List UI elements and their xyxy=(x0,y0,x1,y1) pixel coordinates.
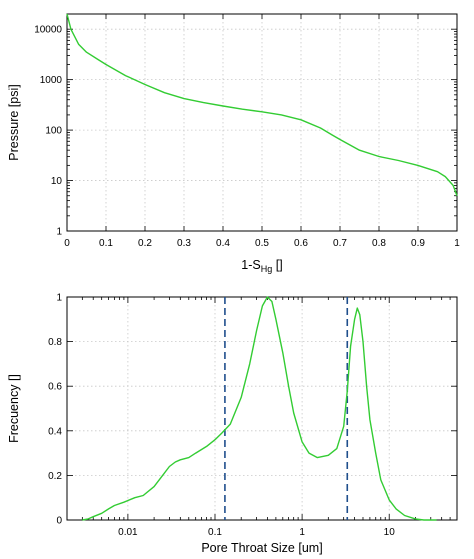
x-tick-label: 0.1 xyxy=(99,238,113,249)
pressure-chart: 0 0.1 0.2 0.3 0.4 0.5 0.6 0.7 0.8 0.9 1 1 10 100 1000 1… xyxy=(7,13,460,274)
frequency-curve xyxy=(82,296,437,521)
y-tick-label: 0.8 xyxy=(48,337,62,348)
y-tick-label: 0.2 xyxy=(48,471,62,482)
x-tick-label: 0.8 xyxy=(372,238,386,249)
y-tick-label: 10000 xyxy=(34,25,62,36)
x-tick-label: 1 xyxy=(299,527,305,538)
y-tick-label: 0 xyxy=(56,516,62,527)
x-tick-label: 0.5 xyxy=(255,238,269,249)
y-tick-label: 0.6 xyxy=(48,382,62,393)
x-tick-label: 0.2 xyxy=(138,238,152,249)
x-tick-label: 0.01 xyxy=(118,527,138,538)
pore-throat-chart: 0.01 0.1 1 10 0 0.2 0.4 0.6 0.8 1 Pore Throat Size… xyxy=(7,293,458,555)
y-tick-label: 1 xyxy=(56,227,62,238)
y-axis-label: Frecuency [] xyxy=(7,374,21,443)
x-tick-label: 1 xyxy=(454,238,460,249)
y-axis-label: Pressure [psi] xyxy=(7,84,21,160)
x-tick-label: 10 xyxy=(384,527,396,538)
y-tick-label: 10 xyxy=(51,176,63,187)
plot-frame xyxy=(66,296,458,521)
x-axis-label: Pore Throat Size [um] xyxy=(201,541,322,555)
y-tick-label: 1 xyxy=(56,293,62,304)
x-tick-label: 0.7 xyxy=(333,238,347,249)
x-tick-label: 0 xyxy=(64,238,70,249)
y-tick-label: 0.4 xyxy=(48,426,62,437)
x-axis-label: 1-SHg [] xyxy=(241,258,282,274)
pressure-curve xyxy=(66,13,458,196)
x-tick-label: 0.9 xyxy=(411,238,425,249)
x-tick-label: 0.1 xyxy=(208,527,222,538)
x-tick-label: 0.6 xyxy=(294,238,308,249)
x-tick-label: 0.3 xyxy=(177,238,191,249)
y-tick-label: 1000 xyxy=(40,75,63,86)
y-tick-label: 100 xyxy=(45,126,62,137)
x-tick-label: 0.4 xyxy=(216,238,230,249)
